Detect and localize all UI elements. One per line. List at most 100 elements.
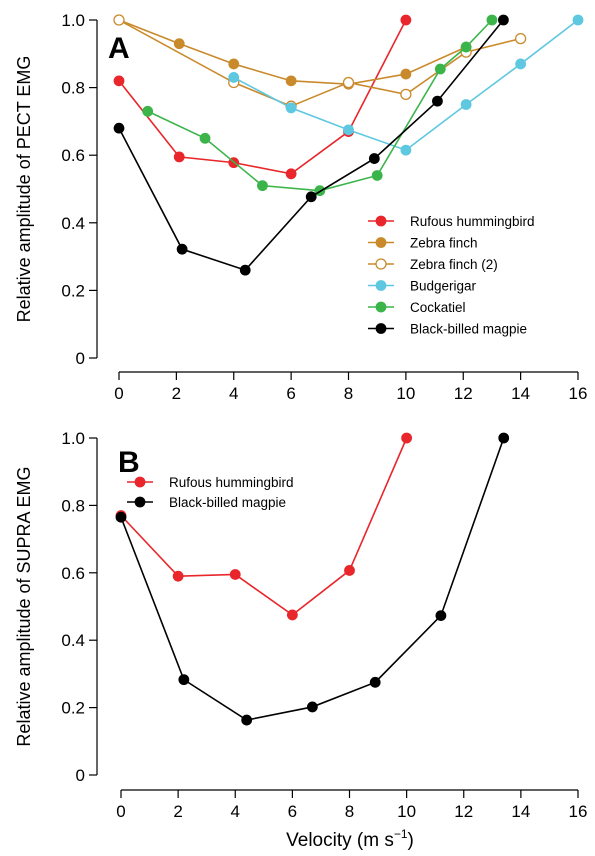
data-point: [460, 99, 472, 110]
panel-letter: B: [118, 446, 140, 479]
legend-marker: [134, 476, 146, 488]
data-point: [369, 676, 381, 688]
data-point: [572, 14, 584, 26]
y-tick-label: 0.6: [61, 146, 85, 165]
series-line: [147, 19, 493, 192]
x-tick-label: 6: [286, 384, 295, 403]
panel-letter: A: [108, 32, 130, 65]
data-point: [460, 41, 472, 53]
panel-a: 0 0.2 0.4 0.6 0.8 1.0 0 2 4 6 8 10 12 14 16 Relative am…: [14, 11, 587, 403]
data-point: [515, 58, 527, 70]
x-axis-label-text: Velocity (m s: [286, 830, 394, 851]
data-point: [401, 432, 413, 444]
data-point: [113, 14, 125, 26]
x-tick-label: 4: [231, 802, 240, 821]
legend-label: Black-billed magpie: [169, 495, 286, 510]
data-point: [178, 674, 190, 686]
x-tick-label: 16: [569, 384, 588, 403]
series-line: [120, 437, 408, 616]
data-point: [172, 570, 184, 582]
legend-label: Budgerigar: [410, 279, 477, 294]
x-tick-label: 10: [397, 802, 416, 821]
legend-marker: [375, 301, 387, 313]
series-line: [118, 19, 467, 86]
series-line: [118, 19, 505, 272]
data-point: [432, 95, 443, 107]
x-tick-label: 12: [454, 802, 473, 821]
data-point: [286, 609, 298, 621]
y-tick-label: 0.2: [61, 699, 85, 718]
data-point: [305, 191, 317, 203]
data-point: [306, 701, 318, 713]
x-tick-label: 4: [229, 384, 238, 403]
data-point: [285, 168, 297, 180]
data-point: [176, 243, 188, 255]
data-point: [228, 72, 240, 83]
x-tick-label: 0: [114, 384, 123, 403]
panel-b: 0 0.2 0.4 0.6 0.8 1.0 0 2 4 6 8 10 12 14 16 Relative am…: [14, 429, 587, 821]
data-point: [400, 68, 412, 80]
data-point: [241, 714, 253, 726]
data-point: [142, 105, 154, 117]
data-point: [342, 76, 355, 89]
legend-label: Black-billed magpie: [410, 322, 527, 337]
legend-label: Cockatiel: [410, 300, 466, 315]
data-point: [400, 14, 412, 26]
data-point: [368, 153, 380, 164]
data-point: [199, 132, 211, 144]
x-axis-label: Velocity (m s−1): [286, 827, 414, 851]
data-point: [434, 63, 446, 75]
data-point: [173, 38, 185, 50]
x-tick-label: 8: [345, 802, 354, 821]
data-point: [344, 565, 355, 576]
data-point: [400, 88, 412, 101]
data-point: [514, 32, 527, 45]
data-point: [228, 58, 240, 70]
legend-label: Rufous hummingbird: [169, 475, 294, 490]
y-tick-label: 0: [76, 349, 85, 368]
series-line: [118, 19, 407, 175]
data-point: [486, 14, 498, 26]
data-point: [173, 151, 185, 163]
legend-marker: [375, 237, 387, 248]
data-point: [257, 180, 268, 192]
data-point: [435, 610, 447, 621]
x-tick-label: 2: [173, 802, 182, 821]
legend-marker: [375, 215, 387, 227]
legend-label: Zebra finch: [410, 236, 478, 251]
legend-label: Zebra finch (2): [410, 257, 498, 272]
data-point: [229, 569, 241, 580]
x-tick-label: 6: [288, 802, 297, 821]
legend-marker: [375, 258, 387, 270]
y-tick-label: 1.0: [61, 429, 85, 448]
data-point: [285, 75, 297, 87]
x-tick-label: 0: [116, 802, 125, 821]
data-point: [239, 264, 251, 276]
x-tick-label: 14: [511, 802, 530, 821]
y-axis-label: Relative amplitude of PECT EMG: [14, 56, 34, 323]
x-tick-label: 14: [511, 384, 530, 403]
data-point: [498, 14, 509, 26]
data-point: [400, 144, 412, 156]
y-tick-label: 0.8: [61, 496, 85, 515]
y-tick-label: 0: [76, 766, 85, 785]
x-tick-label: 8: [344, 384, 353, 403]
legend-marker: [375, 280, 387, 291]
data-point: [113, 75, 125, 87]
x-tick-label: 2: [172, 384, 181, 403]
y-tick-label: 1.0: [61, 11, 85, 30]
legend-marker: [134, 496, 146, 508]
data-point: [343, 124, 354, 136]
legend-marker: [375, 323, 387, 334]
data-point: [115, 511, 127, 523]
data-point: [371, 170, 383, 181]
x-axis-label-close: ): [408, 830, 414, 851]
y-tick-label: 0.8: [61, 79, 85, 98]
y-tick-label: 0.2: [61, 281, 85, 300]
y-tick-label: 0.4: [61, 214, 85, 233]
legend-label: Rufous hummingbird: [410, 214, 535, 229]
series-line: [118, 19, 521, 108]
data-point: [498, 432, 510, 444]
x-tick-label: 10: [396, 384, 415, 403]
